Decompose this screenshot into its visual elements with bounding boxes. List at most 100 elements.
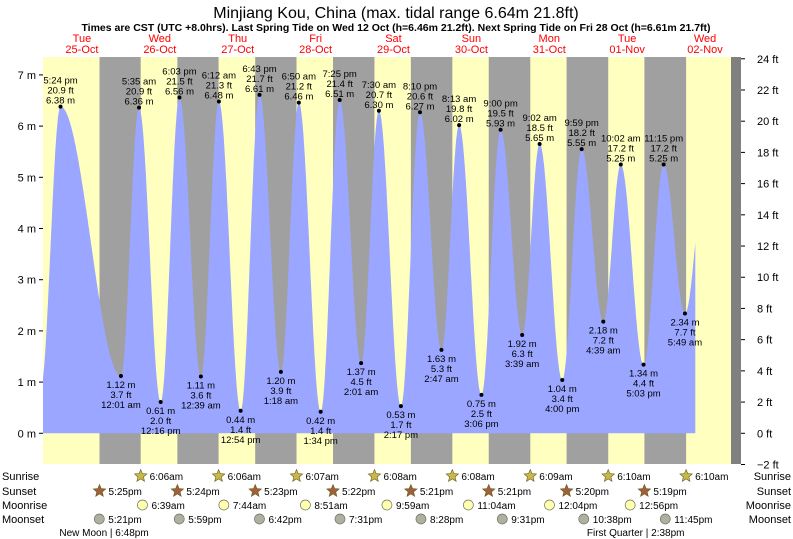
row-label-left: Moonset (2, 514, 44, 526)
tide-ft-label: 20.6 ft (407, 91, 434, 102)
event-time-label: 6:08am (383, 472, 416, 483)
tide-point (296, 100, 301, 105)
event-time-label: 6:07am (306, 472, 339, 483)
sun-star-icon (523, 468, 538, 482)
moon-circle-icon (137, 499, 148, 511)
right-tick-label: 14 ft (757, 210, 778, 222)
row-label-left: Sunset (2, 486, 36, 498)
tide-time-label: 2:01 am (344, 387, 378, 398)
tide-ft-label: 21.4 ft (326, 79, 353, 90)
day-weekday-label: Mon (539, 33, 560, 45)
moon-circle-icon (254, 513, 265, 525)
tide-ft-label: 3.7 ft (110, 390, 131, 401)
tide-ft-label: 20.9 ft (47, 86, 74, 97)
event-time-label: 11:04am (477, 501, 515, 512)
tide-m-label: 0.61 m (146, 406, 175, 417)
event-time-label: 6:09am (539, 472, 572, 483)
tide-point (560, 378, 565, 383)
tide-ft-label: 20.9 ft (126, 87, 153, 98)
sun-star-icon (248, 483, 263, 497)
event-time-label: 9:59am (396, 501, 429, 512)
tide-time-label: 6:03 pm (162, 66, 196, 77)
tide-time-label: 7:25 pm (323, 69, 357, 80)
tide-time-label: 5:35 am (122, 77, 156, 88)
event-time-label: 5:24pm (186, 487, 219, 498)
tide-time-label: 4:00 pm (545, 404, 579, 415)
row-label-right: Moonrise (746, 500, 791, 512)
tide-point (376, 108, 381, 113)
tide-point (479, 392, 484, 397)
tide-m-label: 0.53 m (386, 410, 415, 421)
tide-point (457, 123, 462, 128)
day-date-label: 31-Oct (533, 44, 566, 56)
moon-circle-icon (381, 499, 393, 511)
event-time-label: 7:31pm (349, 515, 382, 526)
event-time-label: 6:10am (617, 472, 650, 483)
tide-point (278, 369, 283, 374)
left-tick-label: 4 m (18, 224, 36, 236)
tide-ft-label: 6.3 ft (512, 349, 533, 360)
tide-ft-label: 2.5 ft (471, 409, 492, 420)
tide-time-label: 1:18 am (264, 396, 298, 407)
left-tick-label: 6 m (18, 121, 36, 133)
left-tick-label: 2 m (18, 326, 36, 338)
tide-ft-label: 1.4 ft (310, 426, 331, 437)
tide-m-label: 6.38 m (46, 96, 75, 107)
moon-phase-label: First Quarter | 2:38pm (587, 528, 685, 539)
moon-circle-icon (578, 513, 590, 525)
tide-area (43, 94, 696, 434)
right-tick-label: 2 ft (757, 397, 772, 409)
tide-m-label: 5.55 m (567, 138, 596, 149)
tide-point (238, 408, 243, 413)
day-date-label: 01-Nov (609, 44, 645, 56)
event-time-label: 9:31pm (511, 515, 544, 526)
tide-m-label: 5.25 m (606, 154, 635, 165)
tide-time-label: 10:02 am (601, 134, 641, 145)
tide-time-label: 6:50 am (282, 72, 316, 83)
right-tick-label: 0 ft (757, 428, 772, 440)
right-tick-label: 16 ft (757, 179, 778, 191)
right-tick-label: 8 ft (757, 303, 772, 315)
moon-circle-icon (415, 513, 427, 525)
tide-ft-label: 20.7 ft (366, 90, 393, 101)
tide-point (318, 409, 323, 414)
tide-ft-label: 21.5 ft (166, 76, 193, 87)
tide-time-label: 9:00 pm (483, 99, 517, 110)
tide-ft-label: 18.2 ft (568, 128, 595, 139)
event-time-label: 6:39am (151, 501, 184, 512)
tide-ft-label: 18.5 ft (526, 123, 553, 134)
event-time-label: 8:51am (314, 501, 347, 512)
tide-m-label: 5.65 m (525, 133, 554, 144)
tide-m-label: 1.20 m (266, 376, 295, 387)
tide-m-label: 1.04 m (548, 384, 577, 395)
chart-title: Minjiang Kou, China (max. tidal range 6.… (213, 5, 579, 22)
tide-m-label: 6.51 m (325, 89, 354, 100)
sun-star-icon (637, 483, 652, 497)
tide-ft-label: 1.7 ft (390, 420, 411, 431)
sun-star-icon (559, 483, 574, 497)
day-weekday-label: Fri (309, 33, 322, 45)
moon-phase-label: New Moon | 6:48pm (59, 528, 148, 539)
tide-m-label: 6.48 m (204, 91, 233, 102)
sun-star-icon (679, 468, 694, 482)
tide-m-label: 6.61 m (245, 84, 274, 95)
moon-circle-icon (218, 499, 230, 511)
moon-circle-icon (173, 513, 185, 525)
tide-time-label: 3:06 pm (464, 419, 498, 430)
moon-circle-icon (334, 513, 346, 525)
tide-ft-label: 19.8 ft (446, 104, 473, 115)
event-time-label: 5:21pm (108, 515, 141, 526)
right-tick-label: 22 ft (757, 85, 778, 97)
tide-m-label: 1.34 m (629, 369, 658, 380)
right-tick-label: 18 ft (757, 147, 778, 159)
tide-time-label: 5:24 pm (43, 76, 77, 87)
tide-point (417, 110, 422, 115)
day-weekday-label: Thu (228, 33, 247, 45)
tide-time-label: 12:01 am (101, 400, 141, 411)
tide-m-label: 0.42 m (306, 416, 335, 427)
tide-point (58, 104, 63, 109)
row-label-right: Sunrise (754, 471, 791, 483)
row-label-right: Moonset (749, 514, 791, 526)
tide-m-label: 1.12 m (106, 380, 135, 391)
tide-time-label: 1:34 pm (304, 436, 338, 447)
